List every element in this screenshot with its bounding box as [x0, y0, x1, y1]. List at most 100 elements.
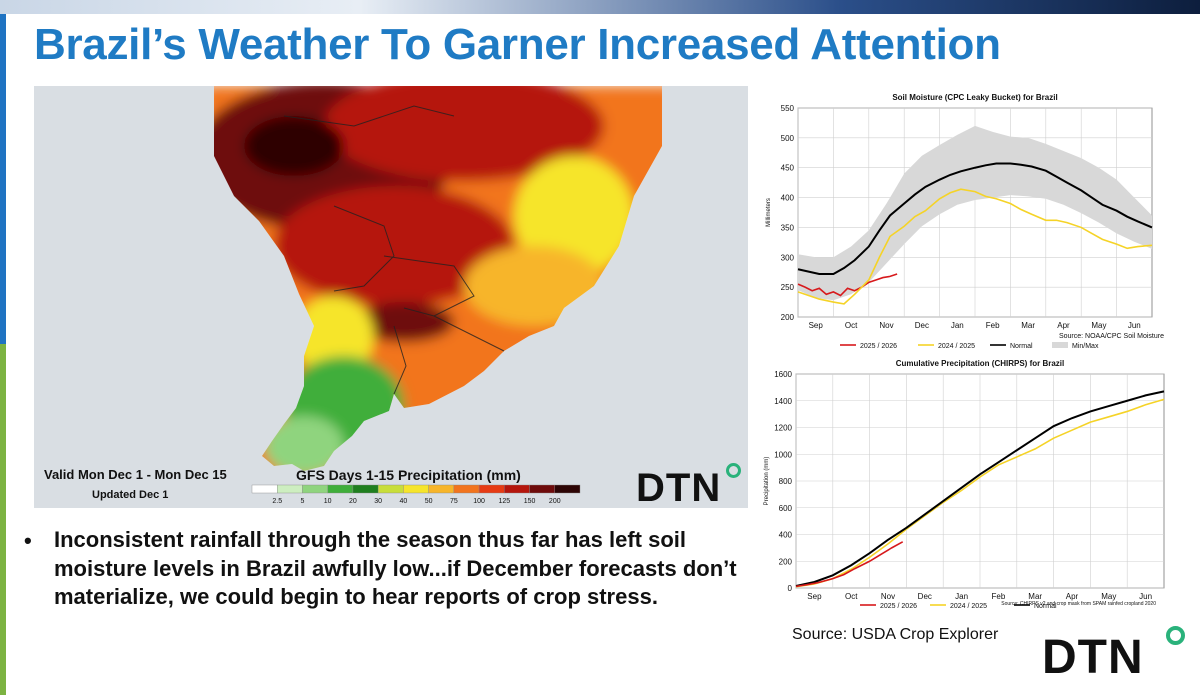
x-tick-label: Dec: [918, 592, 932, 601]
dtn-logo-footer-mark: [1166, 626, 1185, 645]
top-banner: [0, 0, 1200, 14]
minmax-band: [798, 125, 1152, 301]
legend-label: Normal: [1010, 343, 1033, 350]
legend-swatch: [554, 484, 581, 494]
x-tick-label: May: [1101, 592, 1116, 601]
y-tick-label: 450: [781, 164, 795, 173]
y-tick-label: 600: [779, 504, 793, 513]
legend-swatch: [251, 484, 278, 494]
y-tick-label: 800: [779, 477, 793, 486]
precipitation-map: Valid Mon Dec 1 - Mon Dec 15 Updated Dec…: [34, 86, 748, 508]
legend-tick-label: 125: [498, 498, 510, 505]
legend-swatch: [478, 484, 505, 494]
legend-tick-label: 75: [450, 498, 458, 505]
legend-label: Normal: [1034, 603, 1057, 610]
x-tick-label: Feb: [992, 592, 1006, 601]
legend-swatch: [403, 484, 429, 494]
legend-tick-label: 150: [524, 498, 536, 505]
y-tick-label: 1400: [774, 397, 792, 406]
y-tick-label: 1200: [774, 424, 792, 433]
legend-label: 2025 / 2026: [860, 343, 897, 350]
legend-label: Min/Max: [1072, 343, 1099, 350]
accent-bar-green: [0, 344, 6, 695]
series-line-Normal: [797, 162, 1153, 276]
y-tick-label: 0: [788, 584, 793, 593]
y-tick-label: 550: [781, 104, 795, 113]
map-valid-line: Valid Mon Dec 1 - Mon Dec 15: [44, 467, 227, 482]
y-tick-label: 400: [781, 194, 795, 203]
legend-swatch: [352, 484, 379, 494]
series-line-Normal: [795, 390, 1165, 587]
x-tick-label: Nov: [881, 592, 895, 601]
chart-source: Source: CHIRPS v2 and crop mask from SPA…: [1001, 601, 1156, 607]
legend-swatch: [377, 484, 404, 494]
legend-tick-label: 5: [301, 498, 305, 505]
legend-swatch: [504, 484, 530, 494]
dtn-logo-mark: [726, 463, 741, 478]
series-line-20242025: [797, 188, 1153, 305]
dtn-logo-footer: DTN: [1042, 631, 1144, 684]
x-tick-label: Apr: [1066, 592, 1079, 601]
map-legend: Valid Mon Dec 1 - Mon Dec 15 Updated Dec…: [44, 467, 581, 505]
legend-tick-label: 40: [399, 498, 407, 505]
accent-bar-blue: [0, 14, 6, 344]
y-tick-label: 250: [781, 283, 795, 292]
legend-label: 2024 / 2025: [950, 603, 987, 610]
legend-tick-label: 20: [349, 498, 357, 505]
legend-tick-label: 30: [374, 498, 382, 505]
legend-label: 2025 / 2026: [880, 603, 917, 610]
y-tick-label: 1000: [774, 450, 792, 459]
series-line-20242025: [795, 398, 1165, 588]
y-tick-label: 200: [781, 313, 795, 322]
series-line-20252026: [797, 273, 898, 297]
map-updated-line: Updated Dec 1: [92, 489, 168, 501]
bullet-dot: •: [24, 528, 32, 553]
series-line-20252026: [795, 541, 904, 588]
x-tick-label: May: [1091, 321, 1106, 330]
y-tick-label: 200: [779, 557, 793, 566]
legend-swatch: [302, 484, 328, 494]
source-caption: Source: USDA Crop Explorer: [792, 626, 999, 643]
legend-swatch: [327, 484, 354, 494]
slide-title: Brazil’s Weather To Garner Increased Att…: [34, 20, 1001, 69]
legend-tick-label: 50: [425, 498, 433, 505]
legend-swatch: [277, 484, 303, 494]
chart-title: Cumulative Precipitation (CHIRPS) for Br…: [896, 359, 1064, 368]
x-tick-label: Jan: [955, 592, 968, 601]
y-axis-label: Millimeters: [766, 198, 772, 227]
x-tick-label: Oct: [845, 321, 858, 330]
x-tick-label: Jan: [951, 321, 964, 330]
chart-title: Soil Moisture (CPC Leaky Bucket) for Bra…: [892, 93, 1057, 102]
soil-moisture-chart: Soil Moisture (CPC Leaky Bucket) for Bra…: [752, 86, 1172, 354]
cumulative-precipitation-chart: Cumulative Precipitation (CHIRPS) for Br…: [752, 354, 1172, 616]
dtn-logo-map: DTN: [636, 466, 722, 510]
y-tick-label: 400: [779, 531, 793, 540]
y-tick-label: 350: [781, 223, 795, 232]
x-tick-label: Nov: [879, 321, 893, 330]
y-tick-label: 500: [781, 134, 795, 143]
x-tick-label: Feb: [986, 321, 1000, 330]
legend-swatch: [529, 484, 555, 494]
legend-tick-label: 2.5: [272, 498, 282, 505]
x-tick-label: Mar: [1021, 321, 1035, 330]
map-legend-title: GFS Days 1-15 Precipitation (mm): [296, 467, 521, 483]
x-tick-label: Jun: [1139, 592, 1152, 601]
legend-swatch: [428, 484, 455, 494]
legend-swatch: [1052, 342, 1068, 348]
y-tick-label: 1600: [774, 370, 792, 379]
y-tick-label: 300: [781, 253, 795, 262]
x-tick-label: Apr: [1057, 321, 1070, 330]
y-axis-label: Precipitation (mm): [764, 457, 770, 506]
x-tick-label: Sep: [807, 592, 822, 601]
x-tick-label: Oct: [845, 592, 858, 601]
x-tick-label: Mar: [1028, 592, 1042, 601]
bullet-point: • Inconsistent rainfall through the seas…: [22, 526, 742, 612]
legend-swatch: [453, 484, 480, 494]
legend-tick-label: 200: [549, 498, 561, 505]
legend-tick-label: 10: [324, 498, 332, 505]
x-tick-label: Jun: [1128, 321, 1141, 330]
bullet-text: Inconsistent rainfall through the season…: [54, 527, 737, 609]
chart-source: Source: NOAA/CPC Soil Moisture: [1059, 333, 1164, 340]
map-country-borders: [283, 105, 505, 395]
legend-tick-label: 100: [473, 498, 485, 505]
